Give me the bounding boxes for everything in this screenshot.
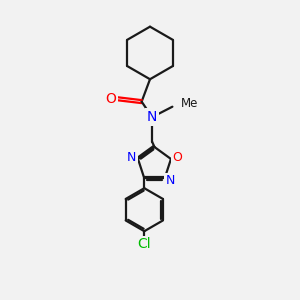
Text: N: N — [127, 151, 136, 164]
Text: Me: Me — [181, 97, 198, 110]
Text: Cl: Cl — [137, 237, 151, 251]
Text: O: O — [106, 92, 117, 106]
Text: O: O — [172, 151, 182, 164]
Text: N: N — [147, 110, 157, 124]
Text: N: N — [165, 174, 175, 187]
